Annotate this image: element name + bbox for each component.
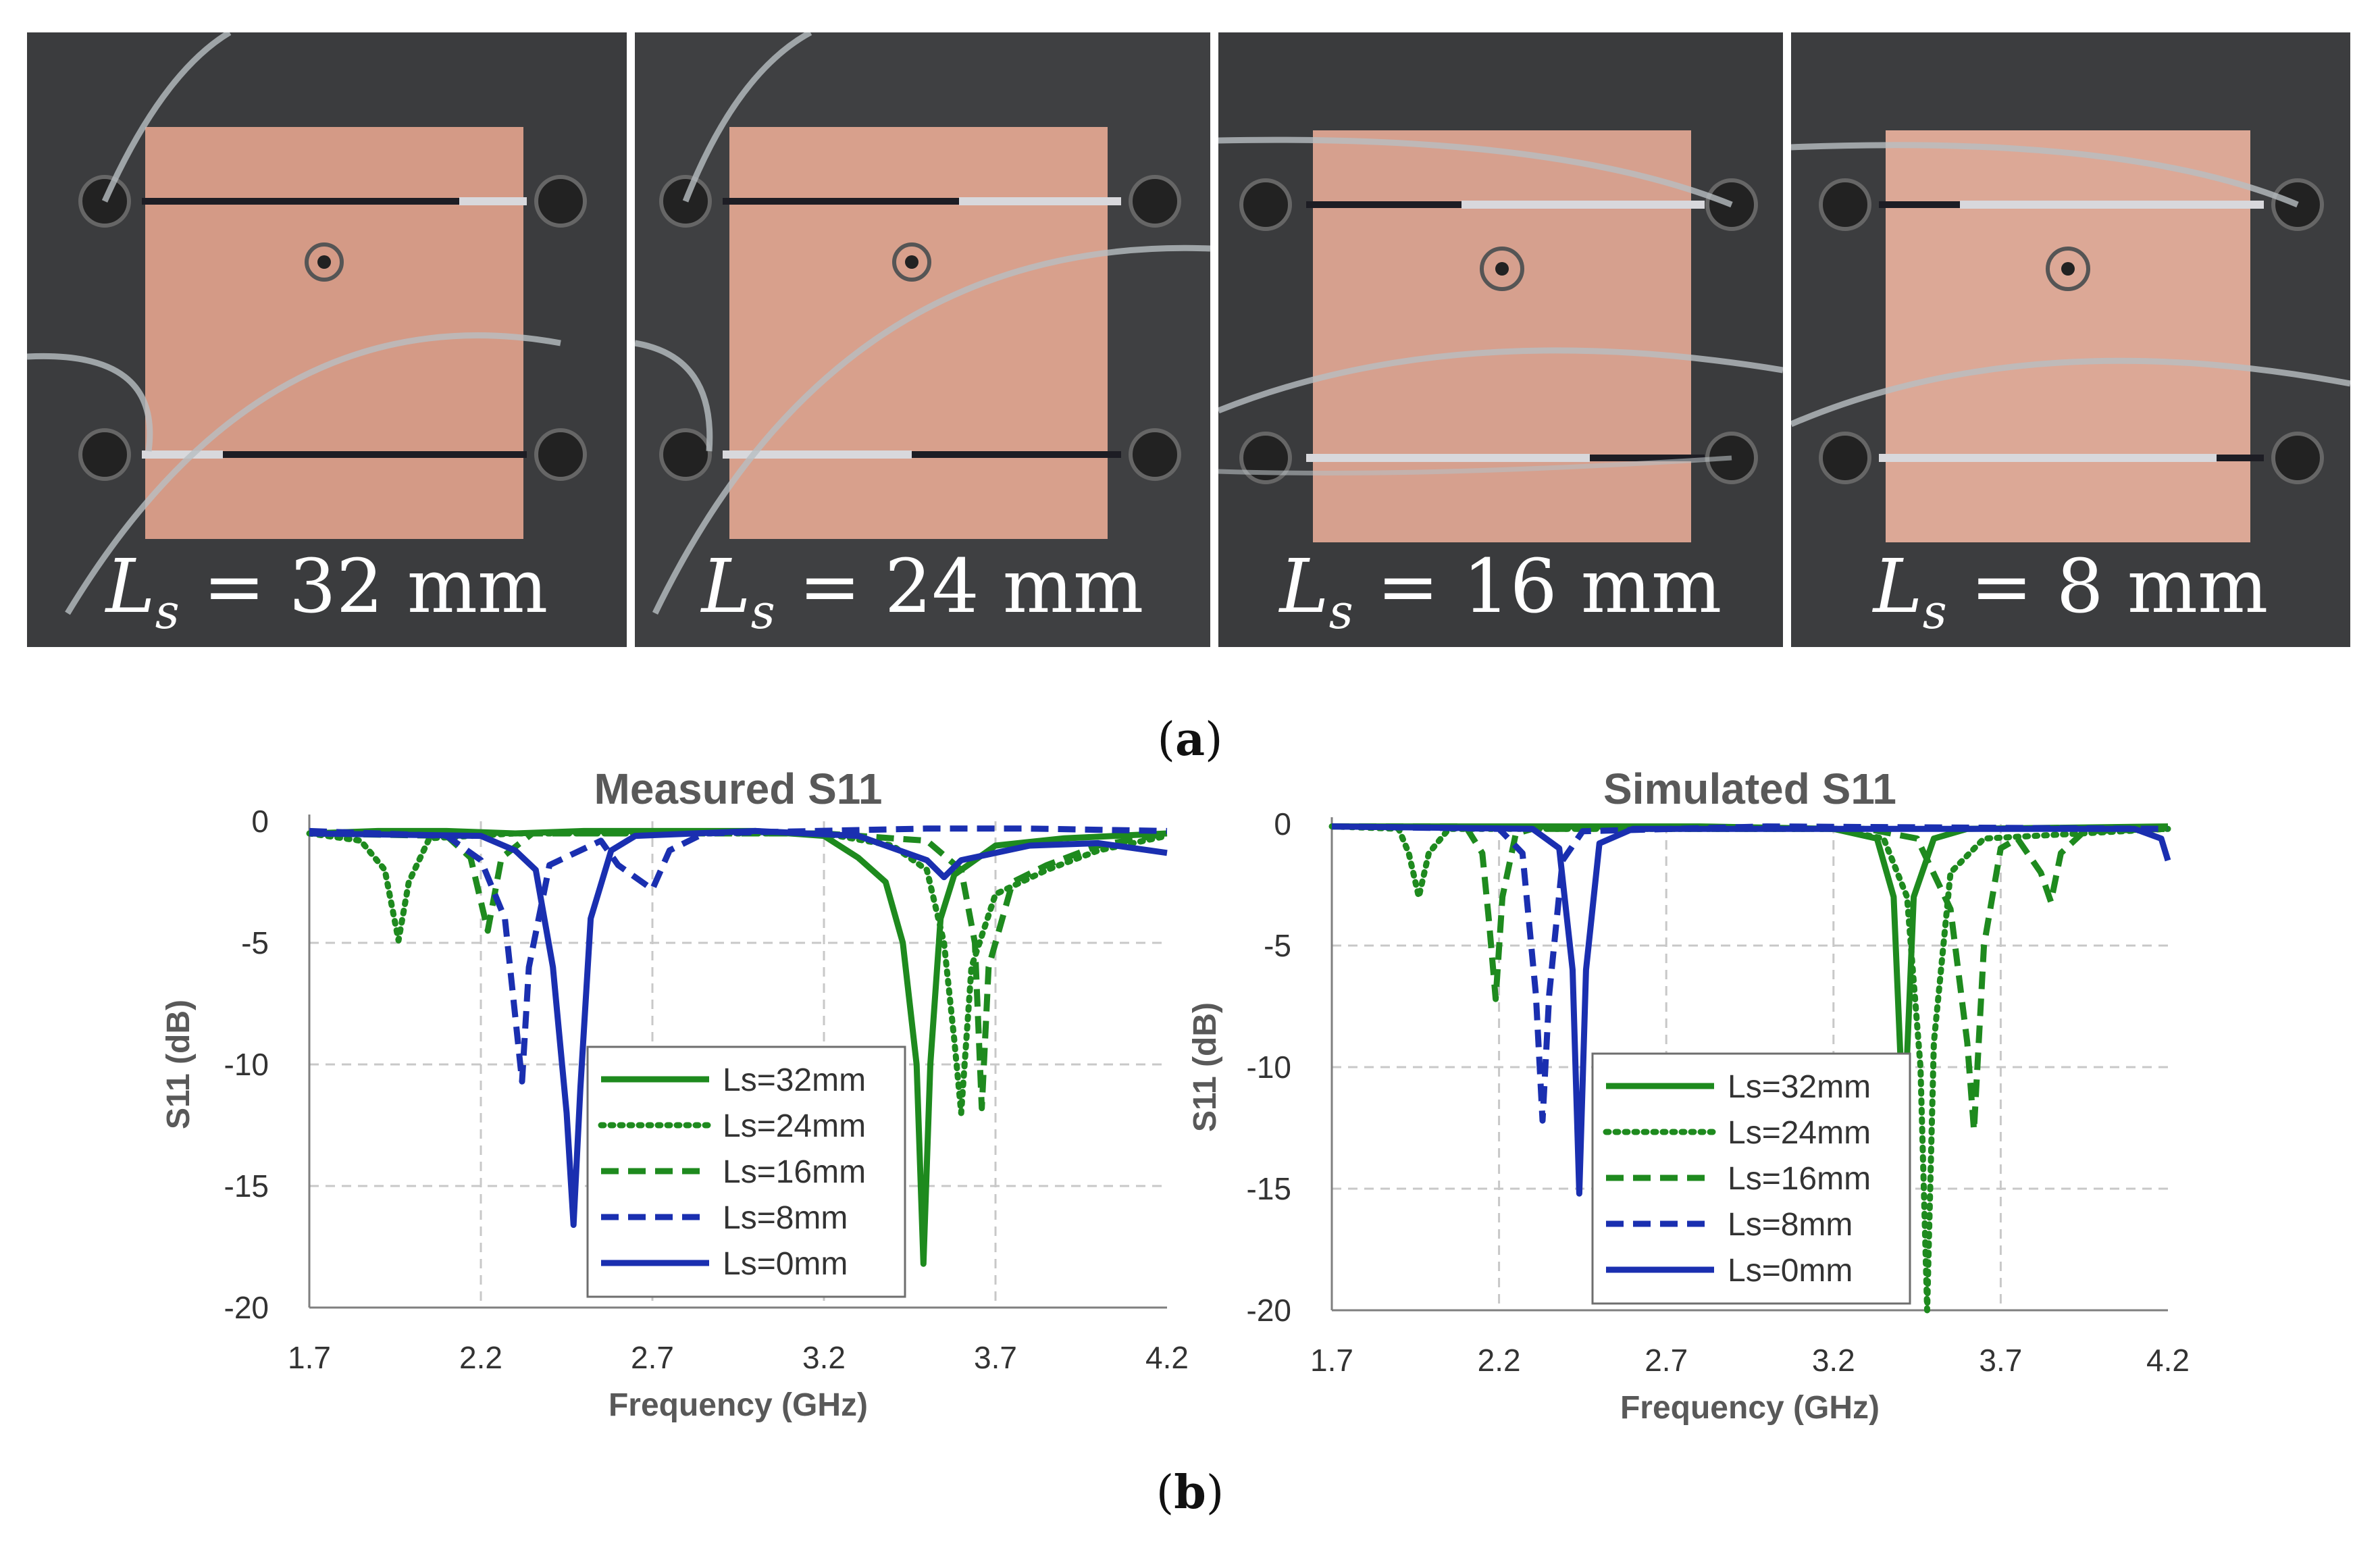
y-tick-label: -5: [241, 925, 269, 960]
chart-title: Simulated S11: [1603, 765, 1896, 813]
measured-s11-chart: Measured S11 1.7 2.2 2.7 3.2 3.7 4.2 0 -5 -10 -15 -…: [162, 765, 1189, 1423]
photo-panel-ls-32: Ls = 32 mm: [27, 32, 627, 647]
x-tick-label: 2.7: [1645, 1343, 1688, 1378]
ls-value: = 16 mm: [1353, 543, 1722, 629]
x-tick-label: 3.2: [802, 1340, 846, 1375]
ls-value: = 32 mm: [179, 543, 548, 629]
legend-label: Ls=16mm: [723, 1154, 866, 1190]
ls-value: = 24 mm: [775, 543, 1144, 629]
antenna-photo-image: [635, 32, 1210, 647]
ls-label: Ls = 24 mm: [635, 543, 1210, 640]
y-tick-label: 0: [251, 804, 269, 839]
ls-subscript: s: [1922, 584, 1947, 640]
legend-label: Ls=0mm: [723, 1246, 848, 1282]
x-tick-label: 3.2: [1812, 1343, 1855, 1378]
caption-a: (a): [1157, 713, 1223, 767]
x-tick-label: 2.7: [631, 1340, 674, 1375]
series-line-ls-24mm: [1328, 823, 2171, 1314]
chart-title: Measured S11: [594, 765, 883, 813]
x-tick-label: 4.2: [2146, 1343, 2190, 1378]
ls-label: Ls = 32 mm: [27, 543, 627, 640]
x-tick-label: 3.7: [974, 1340, 1017, 1375]
y-tick-label: -15: [224, 1168, 269, 1204]
ls-symbol: L: [1873, 543, 1923, 629]
y-tick-label: -10: [224, 1047, 269, 1082]
caption-a-letter: a: [1174, 713, 1206, 767]
x-tick-label: 1.7: [288, 1340, 331, 1375]
ls-value: = 8 mm: [1946, 543, 2269, 629]
series-line-ls-0mm: [309, 827, 1168, 1229]
x-axis-label: Frequency (GHz): [1620, 1390, 1880, 1426]
y-tick-label: -10: [1247, 1050, 1291, 1085]
legend-label: Ls=16mm: [1728, 1161, 1871, 1197]
legend-label: Ls=32mm: [723, 1062, 866, 1098]
ls-symbol: L: [1279, 543, 1329, 629]
x-tick-label: 2.2: [459, 1340, 502, 1375]
ls-label: Ls = 16 mm: [1218, 543, 1783, 640]
x-tick-label: 1.7: [1310, 1343, 1353, 1378]
series-line-ls-16mm: [1332, 823, 2169, 1134]
y-axis-label: S11 (dB): [162, 1000, 197, 1129]
legend-label: Ls=32mm: [1728, 1069, 1871, 1105]
ls-symbol: L: [701, 543, 751, 629]
photo-panel-ls-16: Ls = 16 mm: [1218, 32, 1783, 647]
series-line-ls-0mm: [1331, 823, 2171, 1197]
legend-label: Ls=8mm: [1728, 1207, 1853, 1243]
x-tick-label: 3.7: [1979, 1343, 2022, 1378]
antenna-photo-image: [1791, 32, 2350, 647]
legend-label: Ls=24mm: [1728, 1115, 1871, 1151]
x-tick-label: 4.2: [1145, 1340, 1189, 1375]
photo-panel-ls-24: Ls = 24 mm: [635, 32, 1210, 647]
antenna-photo-image: [27, 32, 627, 647]
photo-panel-ls-8: Ls = 8 mm: [1791, 32, 2350, 647]
ls-symbol: L: [105, 543, 155, 629]
legend-label: Ls=8mm: [723, 1200, 848, 1236]
ls-subscript: s: [750, 584, 775, 640]
x-tick-label: 2.2: [1478, 1343, 1521, 1378]
legend-label: Ls=24mm: [723, 1108, 866, 1144]
ls-subscript: s: [155, 584, 180, 640]
y-tick-label: -5: [1264, 928, 1291, 963]
y-tick-label: 0: [1274, 806, 1291, 842]
y-tick-label: -15: [1247, 1171, 1291, 1206]
ls-subscript: s: [1328, 584, 1353, 640]
caption-b: (b): [1156, 1466, 1224, 1520]
y-tick-label: -20: [224, 1290, 269, 1325]
ls-label: Ls = 8 mm: [1791, 543, 2350, 640]
antenna-photo-image: [1218, 32, 1783, 647]
series-line-ls-16mm: [309, 830, 1168, 1112]
simulated-s11-chart: Simulated S11 1.7 2.2 2.7 3.2 3.7 4.2 0 -5 -10 -15…: [1189, 765, 2190, 1426]
caption-b-letter: b: [1174, 1466, 1206, 1520]
x-axis-label: Frequency (GHz): [609, 1387, 868, 1423]
y-axis-label: S11 (dB): [1189, 1002, 1223, 1132]
legend-label: Ls=0mm: [1728, 1253, 1853, 1289]
y-tick-label: -20: [1247, 1293, 1291, 1328]
